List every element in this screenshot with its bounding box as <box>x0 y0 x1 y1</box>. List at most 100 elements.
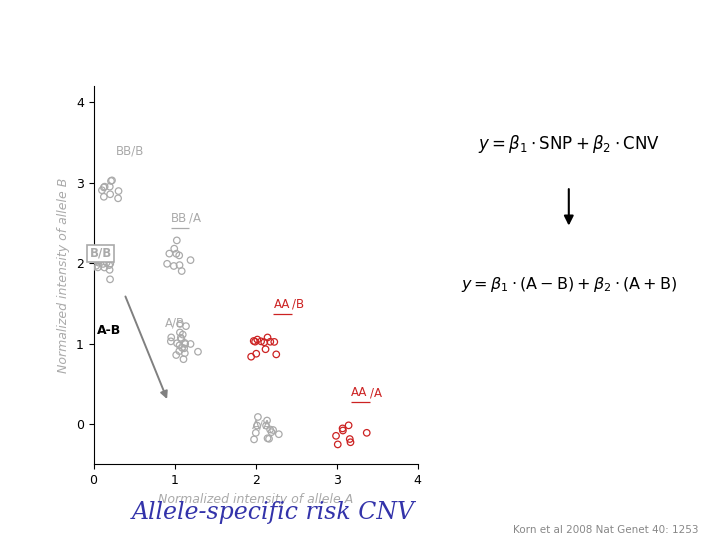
Point <box>102 255 114 264</box>
Point <box>178 355 189 363</box>
Point <box>179 339 191 347</box>
Point <box>174 341 185 349</box>
Text: A/B: A/B <box>165 316 185 329</box>
Point <box>89 256 101 265</box>
Text: A-B: A-B <box>96 324 121 337</box>
Point <box>98 192 109 201</box>
Text: B/B: B/B <box>89 247 112 260</box>
Point <box>105 177 117 185</box>
Point <box>273 430 284 438</box>
Point <box>171 236 183 245</box>
Point <box>251 421 263 430</box>
Text: BB: BB <box>171 212 186 225</box>
Point <box>99 263 110 272</box>
Point <box>84 264 96 273</box>
Point <box>171 249 182 258</box>
Text: A/A: A/A <box>251 418 271 431</box>
Y-axis label: Normalized intensity of allele B: Normalized intensity of allele B <box>58 178 71 373</box>
Point <box>176 343 188 352</box>
Point <box>256 337 267 346</box>
Point <box>92 263 104 272</box>
Point <box>252 413 264 421</box>
Point <box>330 431 342 440</box>
Point <box>248 435 260 444</box>
Point <box>261 421 272 430</box>
Point <box>179 340 191 348</box>
Point <box>104 190 116 199</box>
Point <box>185 340 197 348</box>
Point <box>112 194 124 202</box>
Text: $y = \beta_1 \cdot \mathrm{SNP} + \beta_2 \cdot \mathrm{CNV}$: $y = \beta_1 \cdot \mathrm{SNP} + \beta_… <box>478 133 660 155</box>
Point <box>179 349 191 357</box>
Point <box>104 275 116 284</box>
Point <box>345 438 356 447</box>
Point <box>249 338 261 346</box>
Point <box>92 247 104 255</box>
Point <box>94 252 106 260</box>
Point <box>179 344 190 353</box>
Point <box>176 267 187 275</box>
Point <box>175 333 186 342</box>
Point <box>269 338 280 346</box>
Point <box>174 328 186 337</box>
Point <box>168 245 180 253</box>
Point <box>99 246 110 255</box>
Point <box>94 256 105 265</box>
Text: AA: AA <box>274 298 289 310</box>
Text: /A: /A <box>189 212 201 225</box>
Point <box>177 330 189 339</box>
Point <box>271 350 282 359</box>
Point <box>258 338 270 347</box>
Point <box>332 440 343 449</box>
Point <box>99 183 110 191</box>
Point <box>262 434 274 443</box>
Point <box>174 320 186 328</box>
Text: $y = \beta_1 \cdot (\mathrm{A} - \mathrm{B}) + \beta_2 \cdot (\mathrm{A} + \math: $y = \beta_1 \cdot (\mathrm{A} - \mathrm… <box>461 275 677 294</box>
Point <box>174 261 185 269</box>
Point <box>98 183 109 192</box>
Point <box>171 339 183 348</box>
Point <box>264 338 276 346</box>
Point <box>180 322 192 330</box>
Point <box>171 350 182 359</box>
Point <box>185 256 197 265</box>
Point <box>90 256 102 265</box>
Point <box>104 183 115 191</box>
Text: AA: AA <box>351 386 367 399</box>
Point <box>166 333 177 342</box>
Point <box>174 251 185 260</box>
Point <box>246 353 257 361</box>
Point <box>96 186 108 194</box>
Point <box>93 258 104 267</box>
Point <box>262 333 274 342</box>
Point <box>101 258 112 267</box>
Point <box>361 429 372 437</box>
Text: Allele-specific risk CNV: Allele-specific risk CNV <box>132 502 415 524</box>
Point <box>104 266 115 274</box>
Text: Korn et al 2008 Nat Genet 40: 1253: Korn et al 2008 Nat Genet 40: 1253 <box>513 524 698 535</box>
Text: BB/B: BB/B <box>117 145 145 158</box>
Point <box>176 335 187 343</box>
Point <box>264 435 275 443</box>
Point <box>99 252 110 261</box>
Point <box>261 416 273 425</box>
Point <box>251 335 263 344</box>
Point <box>81 280 93 289</box>
Point <box>94 247 105 256</box>
Point <box>248 336 259 345</box>
Point <box>113 187 125 195</box>
Point <box>161 260 173 268</box>
Point <box>174 347 185 355</box>
Point <box>97 260 109 268</box>
Point <box>102 248 114 256</box>
Point <box>264 425 276 434</box>
Point <box>260 345 271 354</box>
Point <box>192 347 204 356</box>
Point <box>104 261 115 269</box>
Text: /A: /A <box>370 386 382 399</box>
Point <box>163 249 175 258</box>
Point <box>250 429 261 437</box>
Point <box>86 264 98 272</box>
Point <box>337 424 348 433</box>
Point <box>107 176 118 185</box>
